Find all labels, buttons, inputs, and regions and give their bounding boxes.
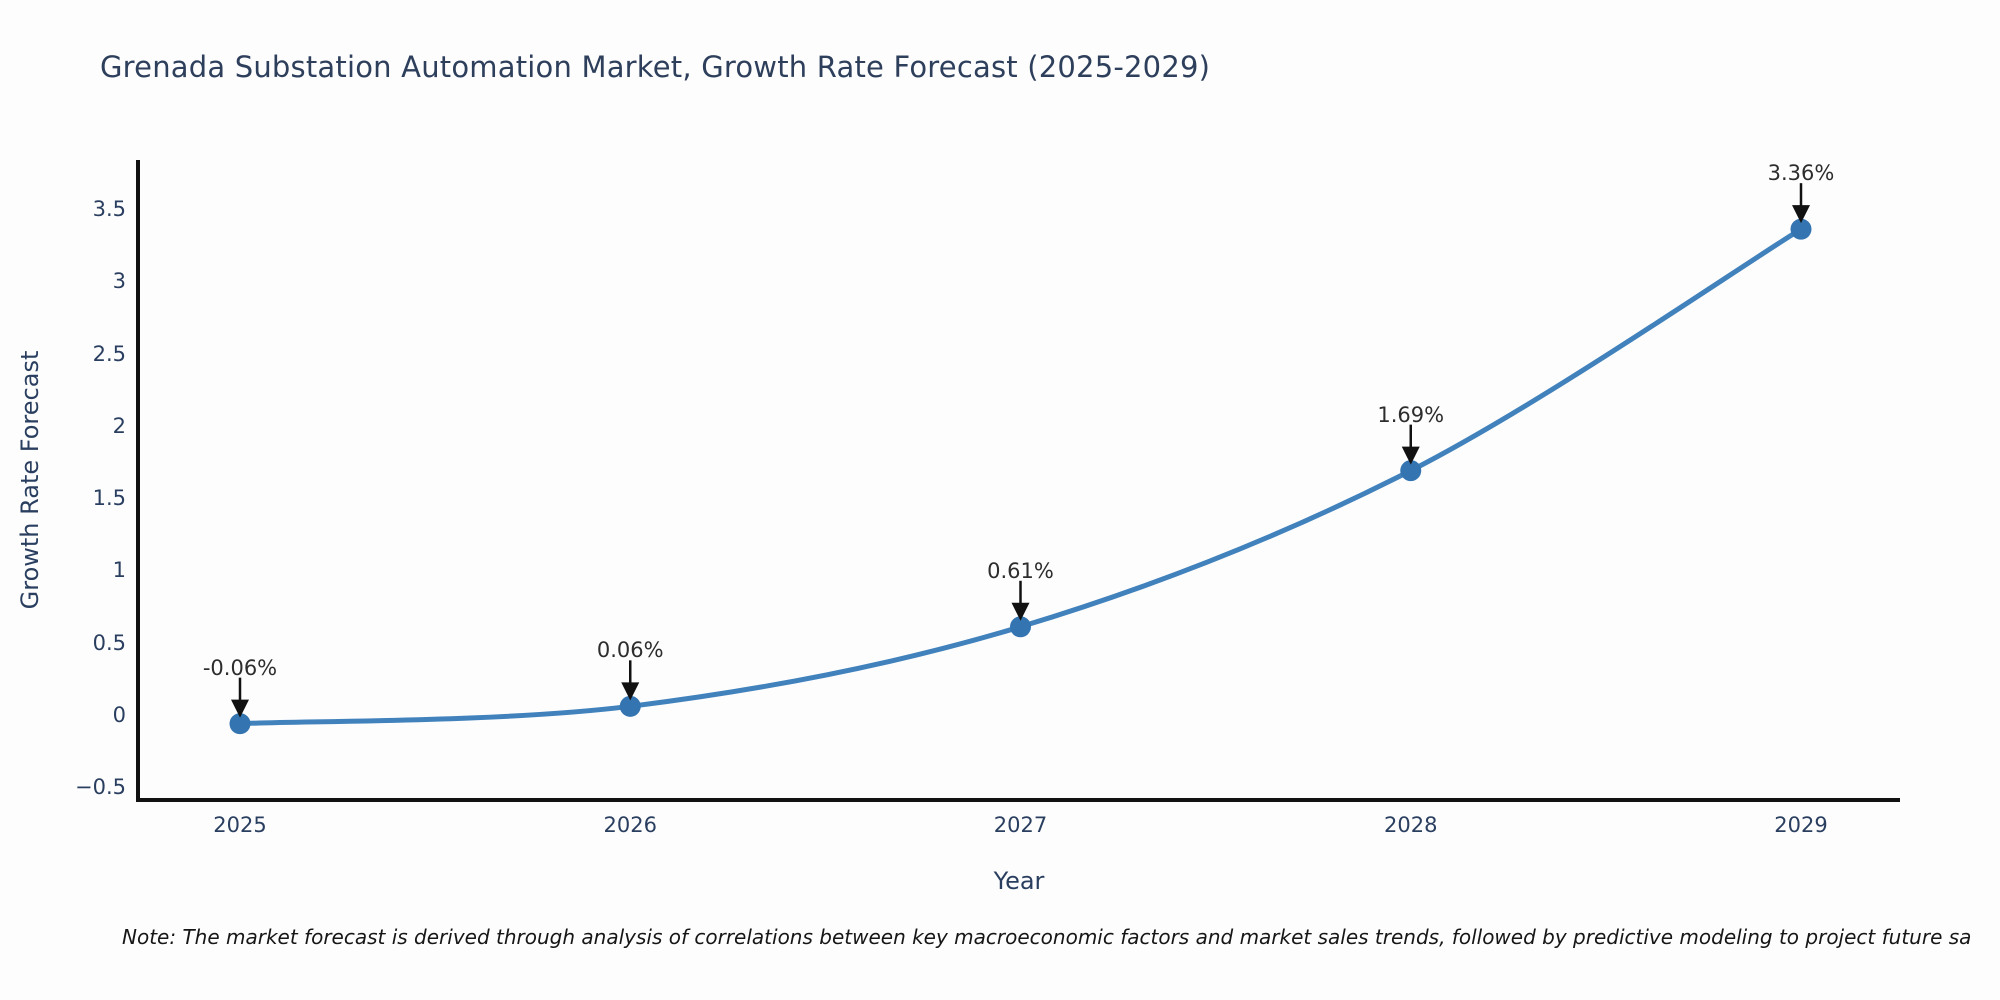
point-annotation-label: 1.69% xyxy=(1377,402,1445,427)
point-annotation-label: 0.06% xyxy=(596,638,664,663)
x-axis-title: Year xyxy=(993,867,1045,895)
point-annotation-label: 0.61% xyxy=(987,558,1054,583)
x-tick-label: 2027 xyxy=(993,813,1048,837)
data-point-marker xyxy=(619,695,641,717)
annotation-arrowhead xyxy=(1792,205,1810,224)
x-tick-label: 2026 xyxy=(603,813,657,837)
x-tick-label: 2029 xyxy=(1774,813,1828,837)
point-annotation-label: 3.36% xyxy=(1767,161,1835,186)
y-tick-label: −0.5 xyxy=(75,775,126,800)
annotation-arrowhead xyxy=(621,682,640,701)
y-axis-title: Growth Rate Forecast xyxy=(16,350,44,610)
data-point-marker xyxy=(229,713,251,735)
y-tick-label: 3.5 xyxy=(92,196,126,221)
data-point-marker xyxy=(1400,460,1422,482)
annotation-arrowhead xyxy=(231,699,249,718)
footnote-text: Note: The market forecast is derived thr… xyxy=(122,925,1972,949)
chart-title: Grenada Substation Automation Market, Gr… xyxy=(100,50,1211,84)
y-tick-label: 1 xyxy=(112,558,126,583)
x-tick-label: 2025 xyxy=(213,813,267,837)
data-point-marker xyxy=(1790,218,1812,240)
point-annotation-label: -0.06% xyxy=(202,655,278,680)
y-tick-label: 1.5 xyxy=(92,486,126,511)
y-tick-label: 3 xyxy=(112,269,126,294)
y-tick-label: 2 xyxy=(112,413,126,438)
annotation-arrowhead xyxy=(1401,446,1420,465)
data-point-marker xyxy=(1010,616,1031,638)
y-tick-label: 0.5 xyxy=(92,630,126,655)
forecast-line xyxy=(237,226,1804,727)
y-tick-label: 2.5 xyxy=(92,341,126,366)
annotation-arrowhead xyxy=(1011,602,1030,621)
x-tick-label: 2028 xyxy=(1384,813,1438,837)
y-tick-label: 0 xyxy=(112,703,126,727)
